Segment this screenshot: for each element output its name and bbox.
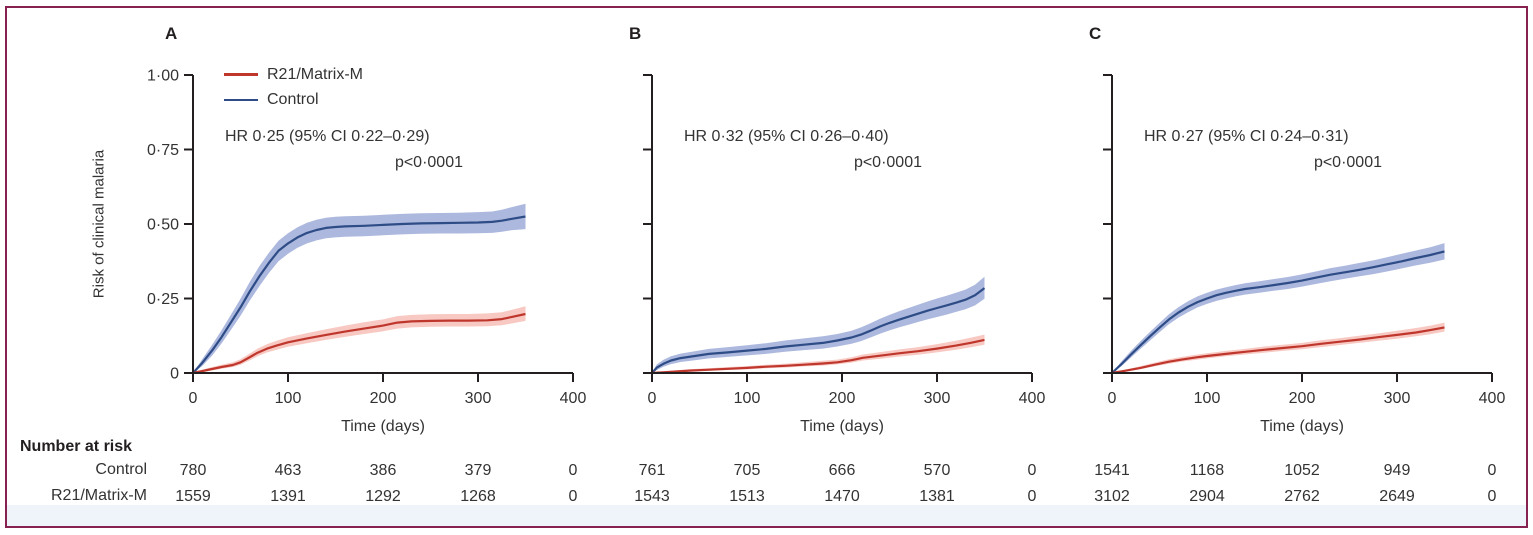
panel-b-plot: 0 100 200 300 400 761 705 666 570 0 1543 1513 1470 13… <box>634 74 1046 505</box>
at-risk-value: 0 <box>569 462 578 479</box>
at-risk-value: 1292 <box>365 488 401 505</box>
at-risk-value: 379 <box>465 462 492 479</box>
control-ci-band <box>193 203 526 373</box>
at-risk-value: 1541 <box>1094 462 1130 479</box>
hr-text: HR 0·25 (95% CI 0·22–0·29) <box>225 128 430 145</box>
x-tick-label: 400 <box>560 390 587 407</box>
at-risk-value: 1052 <box>1284 462 1320 479</box>
control-line-swatch <box>224 98 258 101</box>
at-risk-value: 463 <box>275 462 302 479</box>
r21-line-swatch <box>224 73 258 76</box>
at-risk-value: 0 <box>1028 462 1037 479</box>
at-risk-value: 2649 <box>1379 488 1415 505</box>
x-tick-label: 100 <box>1194 390 1221 407</box>
r21-matrix-m-curve <box>192 312 526 375</box>
x-tick-label: 100 <box>275 390 302 407</box>
p-value-text: p<0·0001 <box>853 154 922 171</box>
at-risk-value: 1168 <box>1190 462 1225 479</box>
x-tick-label: 200 <box>1289 390 1316 407</box>
at-risk-value: 0 <box>1488 488 1497 505</box>
p-value-text: p<0·0001 <box>394 154 463 171</box>
y-tick-label: 1·00 <box>147 68 179 85</box>
at-risk-value: 570 <box>924 462 951 479</box>
p-value-text: p<0·0001 <box>1313 154 1382 171</box>
at-risk-value: 3102 <box>1094 488 1130 505</box>
panel-b-stats: HR 0·32 (95% CI 0·26–0·40) p<0·0001 <box>684 124 922 176</box>
at-risk-value: 1513 <box>729 488 765 505</box>
at-risk-value: 1559 <box>175 488 211 505</box>
y-axis-title: Risk of clinical malaria <box>90 149 108 299</box>
r21-matrix-m-curve <box>1111 326 1445 375</box>
at-risk-value: 386 <box>370 462 397 479</box>
hr-text: HR 0·32 (95% CI 0·26–0·40) <box>684 128 889 145</box>
panel-c-x-title: Time (days) <box>1260 418 1344 435</box>
legend-row: Control <box>224 87 363 112</box>
panel-a-stats: HR 0·25 (95% CI 0·22–0·29) p<0·0001 <box>225 124 463 176</box>
y-tick-label: 0·50 <box>147 217 179 234</box>
at-risk-value: 666 <box>829 462 856 479</box>
control-curve <box>651 287 986 374</box>
y-tick-label: 0·25 <box>147 291 179 308</box>
x-tick-label: 0 <box>648 390 657 407</box>
x-tick-label: 300 <box>924 390 951 407</box>
control-ci-band <box>1112 243 1445 373</box>
legend-label-r21: R21/Matrix-M <box>267 65 364 83</box>
x-tick-label: 0 <box>189 390 198 407</box>
axes <box>651 75 1032 374</box>
x-tick-label: 0 <box>1108 390 1117 407</box>
at-risk-value: 1381 <box>919 488 955 505</box>
panel-c-stats: HR 0·27 (95% CI 0·24–0·31) p<0·0001 <box>1144 124 1382 176</box>
x-tick-label: 300 <box>1384 390 1411 407</box>
panel-c-plot: 0 100 200 300 400 1541 1168 1052 949 0 3102 2904 276… <box>1094 74 1506 505</box>
at-risk-value: 0 <box>1488 462 1497 479</box>
control-curve <box>1111 250 1445 374</box>
at-risk-row-label-r21: R21/Matrix-M <box>50 487 147 504</box>
control-ci-band <box>652 276 985 373</box>
at-risk-value: 0 <box>1028 488 1037 505</box>
at-risk-value: 949 <box>1384 462 1411 479</box>
y-tick-label: 0 <box>170 366 179 383</box>
x-tick-label: 200 <box>370 390 397 407</box>
y-tick-label: 0·75 <box>147 142 179 159</box>
r21-matrix-m-ci-band <box>652 334 985 373</box>
r21-matrix-m-curve <box>651 338 985 375</box>
bottom-strip <box>7 505 1526 526</box>
x-tick-label: 400 <box>1019 390 1046 407</box>
panel-c-label: C <box>1089 24 1102 43</box>
at-risk-value: 780 <box>180 462 207 479</box>
hr-text: HR 0·27 (95% CI 0·24–0·31) <box>1144 128 1349 145</box>
at-risk-value: 1470 <box>824 488 860 505</box>
x-tick-label: 300 <box>465 390 492 407</box>
at-risk-value: 1268 <box>460 488 496 505</box>
at-risk-value: 1391 <box>270 488 306 505</box>
r21-matrix-m-ci-band <box>193 306 526 373</box>
x-tick-label: 400 <box>1479 390 1506 407</box>
x-tick-label: 100 <box>734 390 761 407</box>
at-risk-value: 705 <box>734 462 761 479</box>
x-tick-label: 200 <box>829 390 856 407</box>
at-risk-header: Number at risk <box>20 438 133 455</box>
at-risk-value: 2904 <box>1189 488 1225 505</box>
at-risk-value: 1543 <box>634 488 670 505</box>
panel-b-x-title: Time (days) <box>800 418 884 435</box>
at-risk-value: 0 <box>569 488 578 505</box>
at-risk-row-label-control: Control <box>95 461 147 478</box>
legend-label-control: Control <box>267 90 319 108</box>
at-risk-value: 2762 <box>1284 488 1320 505</box>
panel-b-label: B <box>629 24 642 43</box>
panel-a-x-title: Time (days) <box>341 418 425 435</box>
control-curve <box>192 215 526 374</box>
panel-a-label: A <box>165 24 178 43</box>
legend: R21/Matrix-M Control <box>224 62 363 112</box>
legend-row: R21/Matrix-M <box>224 62 363 87</box>
at-risk-value: 761 <box>639 462 666 479</box>
